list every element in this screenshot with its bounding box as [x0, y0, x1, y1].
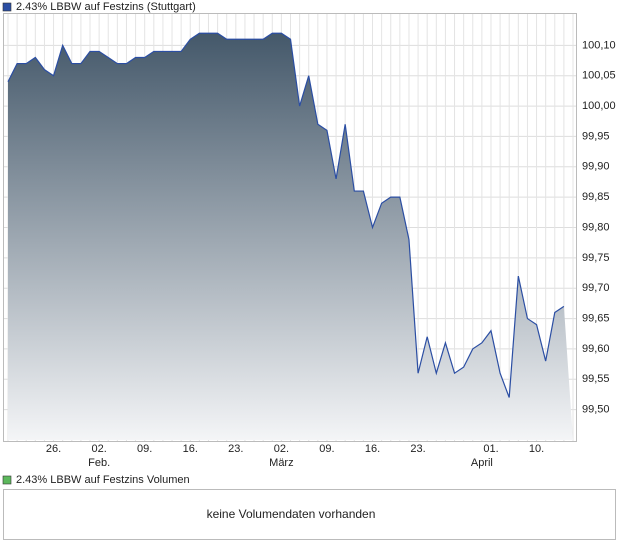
y-tick-label: 99,90	[582, 161, 610, 173]
y-tick-label: 99,95	[582, 130, 610, 142]
x-tick-label: 26.	[46, 443, 61, 455]
y-tick-label: 100,05	[582, 70, 616, 82]
x-tick-label: 10.	[529, 443, 544, 455]
x-tick-label: 16.	[365, 443, 380, 455]
x-tick-label: 23.	[410, 443, 425, 455]
legend-label: 2.43% LBBW auf Festzins (Stuttgart)	[16, 1, 196, 13]
y-tick-label: 100,00	[582, 100, 616, 112]
x-tick-label: 23.	[228, 443, 243, 455]
x-month-label: April	[471, 457, 493, 469]
area-fill	[8, 33, 573, 440]
volume-panel	[3, 489, 616, 540]
x-tick-label: 02.	[274, 443, 289, 455]
x-tick-label: 09.	[319, 443, 334, 455]
y-tick-label: 100,10	[582, 39, 616, 51]
legend-label: 2.43% LBBW auf Festzins Volumen	[16, 474, 190, 486]
x-month-label: Feb.	[88, 457, 110, 469]
line	[7, 32, 565, 398]
y-tick-label: 99,70	[582, 282, 610, 294]
y-tick-label: 99,55	[582, 373, 610, 385]
y-tick-label: 99,80	[582, 221, 610, 233]
plot-frame	[3, 13, 577, 442]
y-tick-label: 99,60	[582, 343, 610, 355]
x-tick-label: 02.	[91, 443, 106, 455]
legend-swatch	[2, 475, 12, 485]
y-tick-label: 99,85	[582, 191, 610, 203]
y-tick-label: 99,65	[582, 312, 610, 324]
x-tick-label: 01.	[483, 443, 498, 455]
legend-swatch	[2, 2, 12, 12]
x-tick-label: 16.	[183, 443, 198, 455]
x-tick-label: 09.	[137, 443, 152, 455]
volume-message: keine Volumendaten vorhanden	[207, 507, 376, 521]
y-tick-label: 99,50	[582, 404, 610, 416]
y-tick-label: 99,75	[582, 252, 610, 264]
x-month-label: März	[269, 457, 293, 469]
